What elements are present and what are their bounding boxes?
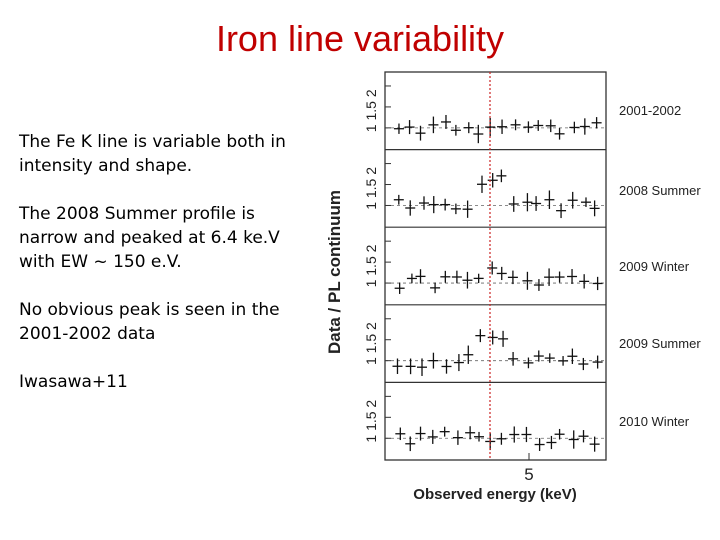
paragraph-variability: The Fe K line is variable both in intens…: [19, 132, 286, 176]
y-tick-labels: 1 1.5 2: [363, 400, 379, 443]
panel-label-2001-2002: 2001-2002: [619, 103, 681, 118]
panel-label-2008-summer: 2008 Summer: [619, 183, 701, 198]
paragraph-2001-2002: No obvious peak is seen in the 2001-2002…: [19, 300, 280, 344]
y-tick-labels: 1 1.5 2: [363, 89, 379, 132]
x-axis-label: Observed energy (keV): [413, 486, 576, 503]
y-axis-label: Data / PL continuum: [325, 190, 344, 354]
y-tick-labels: 1 1.5 2: [363, 322, 379, 365]
panel-label-2009-summer: 2009 Summer: [619, 336, 701, 351]
slide-title: Iron line variability: [215, 18, 505, 59]
paragraph-2008-summer: The 2008 Summer profile is narrow and pe…: [19, 204, 280, 272]
y-tick-labels: 1 1.5 2: [363, 167, 379, 210]
citation: Iwasawa+11: [19, 372, 128, 392]
panel-label-2010-winter: 2010 Winter: [619, 414, 690, 429]
figure-frame: [384, 71, 607, 461]
x-tick-label: 5: [524, 465, 533, 484]
panel-label-2009-winter: 2009 Winter: [619, 259, 690, 274]
y-tick-labels: 1 1.5 2: [363, 244, 379, 287]
panels-group: 1 1.5 2 1 1.5 2 1 1.5 2 1 1.5 2 1 1.5 2: [363, 71, 607, 461]
